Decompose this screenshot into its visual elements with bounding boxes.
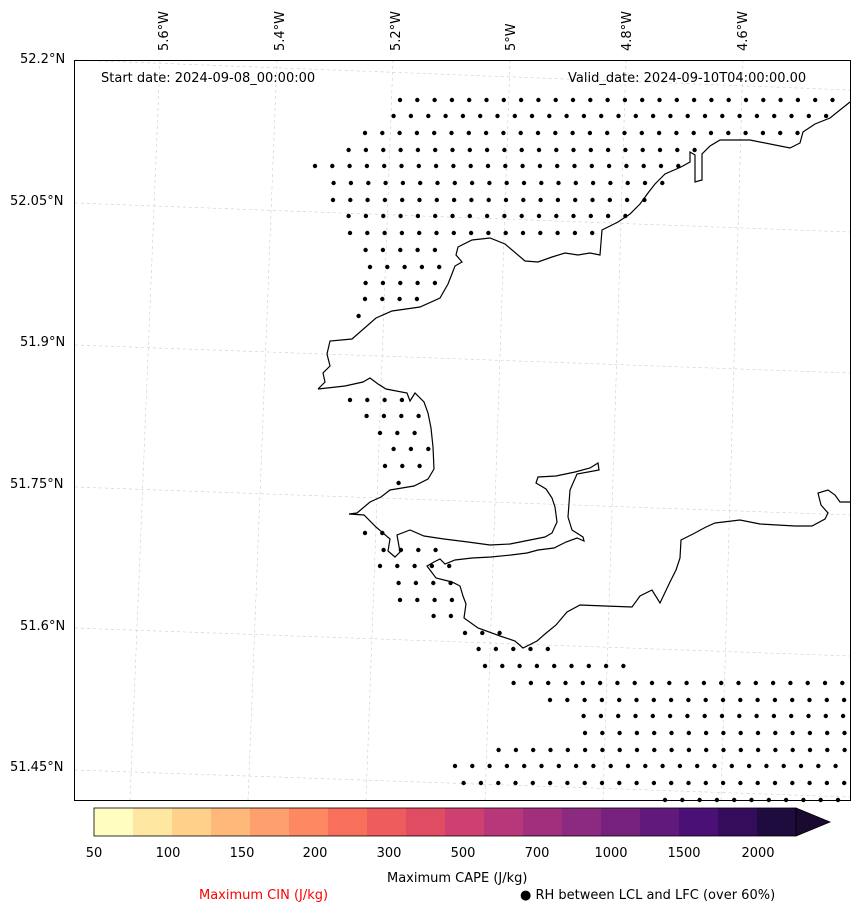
colorbar-swatch [367, 808, 407, 836]
colorbar-swatch [172, 808, 212, 836]
lat-label-51-6n: 51.6°N [20, 619, 66, 634]
colorbar-tick: 1000 [594, 846, 628, 861]
colorbar-swatch [328, 808, 368, 836]
map-frame [74, 60, 851, 801]
colorbar-swatch [133, 808, 173, 836]
colorbar-swatch [640, 808, 680, 836]
colorbar-swatch [679, 808, 719, 836]
lon-label-5-6w: 5.6°W [157, 10, 172, 51]
colorbar-tick: 50 [85, 846, 103, 861]
lat-label-52-2n: 52.2°N [20, 52, 66, 67]
start-date-label: Start date: 2024-09-08_00:00:00 [101, 71, 316, 86]
lat-label-51-75n: 51.75°N [10, 477, 64, 492]
colorbar-tick: 150 [229, 846, 255, 861]
lon-label-4-6w: 4.6°W [736, 10, 751, 51]
colorbar-swatch [94, 808, 134, 836]
lat-label-51-9n: 51.9°N [20, 335, 66, 350]
colorbar-swatch [250, 808, 290, 836]
colorbar-tick: 2000 [741, 846, 775, 861]
colorbar-swatch [289, 808, 329, 836]
rh-dot-field [312, 97, 847, 803]
colorbar-frame [93, 807, 797, 837]
colorbar-swatch [757, 808, 797, 836]
lon-label-4-8w: 4.8°W [620, 10, 635, 51]
colorbar-swatch [445, 808, 485, 836]
colorbar-swatch [601, 808, 641, 836]
colorbar-tick: 100 [155, 846, 181, 861]
colorbar-tick: 1500 [667, 846, 701, 861]
lon-label-5-2w: 5.2°W [389, 10, 404, 51]
colorbar-label: Maximum CAPE (J/kg) [387, 871, 528, 886]
lon-label-5-4w: 5.4°W [273, 10, 288, 51]
lat-label-51-45n: 51.45°N [10, 760, 64, 775]
lat-label-52-05n: 52.05°N [10, 194, 64, 209]
rh-legend-label: ● RH between LCL and LFC (over 60%) [520, 888, 776, 903]
cin-legend-label: Maximum CIN (J/kg) [199, 888, 329, 903]
colorbar-extend-arrow [795, 807, 832, 837]
coastline [317, 101, 851, 649]
gridlines [74, 59, 851, 801]
colorbar-swatch [406, 808, 446, 836]
colorbar-tick: 300 [376, 846, 402, 861]
colorbar-swatch [718, 808, 758, 836]
colorbar [94, 807, 832, 837]
lon-label-5w: 5°W [504, 23, 519, 51]
colorbar-tick: 700 [524, 846, 550, 861]
valid-date-label: Valid_date: 2024-09-10T04:00:00.00 [568, 71, 807, 86]
colorbar-swatch [484, 808, 524, 836]
colorbar-swatch [523, 808, 563, 836]
colorbar-swatch [211, 808, 251, 836]
colorbar-tick: 500 [450, 846, 476, 861]
colorbar-tick: 200 [302, 846, 328, 861]
colorbar-swatch [562, 808, 602, 836]
